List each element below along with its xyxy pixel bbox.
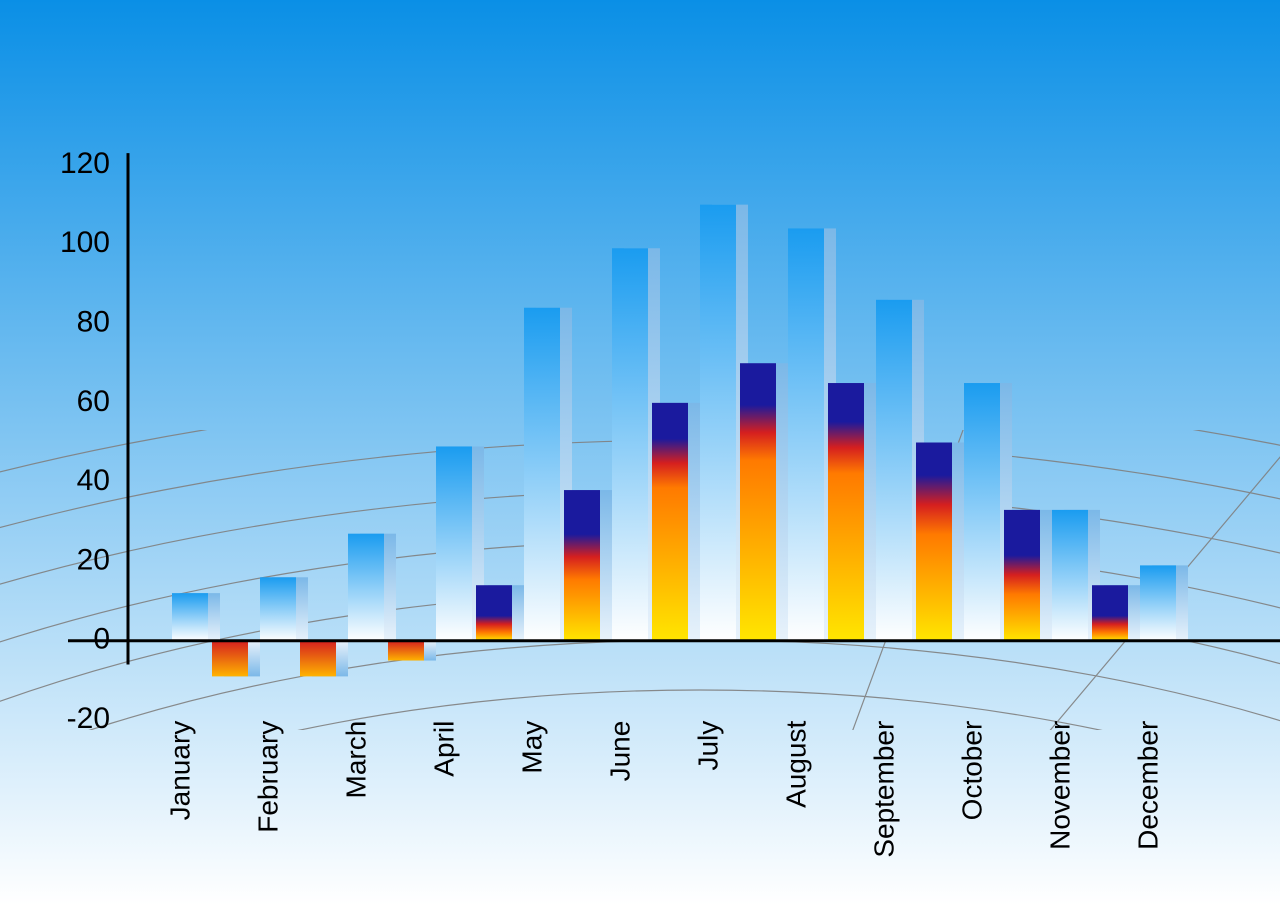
- bar-series-b: [652, 403, 688, 641]
- x-tick-label: July: [692, 721, 723, 771]
- x-tick-label: September: [868, 721, 899, 858]
- x-tick-label: October: [956, 721, 987, 821]
- bar-series-a: [876, 300, 912, 641]
- y-tick-label: 60: [77, 385, 110, 418]
- bar-series-a: [436, 446, 472, 640]
- y-tick-label: 0: [93, 623, 110, 656]
- y-tick-label: 120: [60, 147, 110, 180]
- bar-series-b: [300, 641, 336, 677]
- x-tick-label: March: [340, 721, 371, 799]
- y-tick-label: 40: [77, 464, 110, 497]
- bar-series-b: [916, 443, 952, 641]
- bar-series-b: [1092, 585, 1128, 641]
- bar-series-b: [476, 585, 512, 641]
- bar-series-a: [788, 228, 824, 640]
- chart-svg: -20 0 20 40 60 80 100 120 January February March Ap…: [0, 0, 1280, 905]
- bar-series-b: [212, 641, 248, 677]
- bar-series-a: [1140, 565, 1176, 640]
- y-tick-label: 100: [60, 226, 110, 259]
- x-tick-label: January: [164, 721, 195, 821]
- bar-series-a: [964, 383, 1000, 641]
- bar-series-a: [260, 577, 296, 640]
- y-tick-label: 80: [77, 305, 110, 338]
- bar-series-b: [564, 490, 600, 641]
- bar-series-a: [700, 205, 736, 641]
- bar-series-a: [1052, 510, 1088, 641]
- y-tick-label: -20: [67, 702, 110, 735]
- bar-series-b: [828, 383, 864, 641]
- bar-series-b: [740, 363, 776, 641]
- x-tick-label: August: [780, 720, 811, 807]
- bar-series-a: [172, 593, 208, 641]
- bar-series-a: [348, 534, 384, 641]
- x-tick-label: June: [604, 721, 635, 782]
- bar-series-b: [388, 641, 424, 661]
- bar-series-a: [612, 248, 648, 640]
- x-tick-label: February: [252, 721, 283, 833]
- x-tick-label: April: [428, 721, 459, 777]
- y-tick-label: 20: [77, 543, 110, 576]
- x-tick-label: December: [1132, 721, 1163, 850]
- chart-stage: -20 0 20 40 60 80 100 120 January February March Ap…: [0, 0, 1280, 905]
- bar-series-b: [1004, 510, 1040, 641]
- x-tick-label: May: [516, 721, 547, 774]
- bar-series-a: [524, 308, 560, 641]
- x-tick-label: November: [1044, 721, 1075, 850]
